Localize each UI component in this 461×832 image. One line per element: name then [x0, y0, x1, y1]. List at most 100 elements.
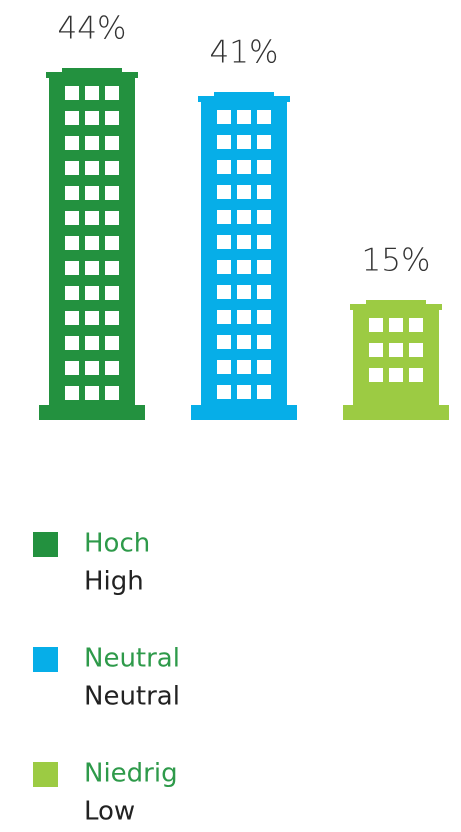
window	[85, 86, 99, 100]
window	[85, 311, 99, 325]
window	[369, 318, 383, 332]
window	[65, 186, 79, 200]
legend-swatch	[33, 762, 58, 787]
window	[65, 286, 79, 300]
window	[105, 211, 119, 225]
window	[217, 210, 231, 224]
window	[65, 311, 79, 325]
window	[257, 385, 271, 399]
window	[85, 336, 99, 350]
legend-translation: High	[84, 567, 144, 597]
window	[105, 361, 119, 375]
window	[409, 368, 423, 382]
window	[217, 285, 231, 299]
window	[257, 260, 271, 274]
window	[257, 335, 271, 349]
legend-swatch	[33, 647, 58, 672]
window	[257, 160, 271, 174]
legend-label: Niedrig	[84, 759, 178, 789]
window	[65, 361, 79, 375]
window	[237, 210, 251, 224]
window	[65, 386, 79, 400]
window	[85, 161, 99, 175]
window	[237, 135, 251, 149]
window	[217, 185, 231, 199]
window	[85, 261, 99, 275]
window	[65, 86, 79, 100]
window	[237, 185, 251, 199]
value-label: 15%	[362, 243, 431, 279]
window	[85, 136, 99, 150]
building-roof	[366, 300, 426, 306]
window	[65, 236, 79, 250]
window	[105, 86, 119, 100]
window	[105, 136, 119, 150]
window	[65, 336, 79, 350]
window	[217, 335, 231, 349]
window	[105, 236, 119, 250]
window	[369, 343, 383, 357]
window	[409, 343, 423, 357]
window	[237, 260, 251, 274]
window	[105, 111, 119, 125]
window	[217, 160, 231, 174]
window	[105, 286, 119, 300]
window	[217, 110, 231, 124]
window	[85, 111, 99, 125]
legend-translation: Low	[84, 797, 135, 827]
window	[257, 110, 271, 124]
building-roof	[214, 92, 274, 98]
building-body	[201, 98, 287, 405]
building-cap	[350, 304, 442, 310]
window	[237, 110, 251, 124]
window	[217, 260, 231, 274]
window	[65, 111, 79, 125]
window	[237, 360, 251, 374]
window	[237, 385, 251, 399]
legend-swatch	[33, 532, 58, 557]
window	[237, 235, 251, 249]
building-base	[343, 405, 449, 420]
legend-label: Hoch	[84, 529, 150, 559]
window	[65, 211, 79, 225]
window	[85, 361, 99, 375]
window	[85, 186, 99, 200]
window	[105, 161, 119, 175]
legend-translation: Neutral	[84, 682, 180, 712]
window	[85, 236, 99, 250]
window	[65, 136, 79, 150]
window	[237, 335, 251, 349]
window	[217, 135, 231, 149]
window	[237, 310, 251, 324]
window	[217, 310, 231, 324]
value-label: 44%	[58, 11, 127, 47]
window	[237, 160, 251, 174]
window	[237, 285, 251, 299]
window	[257, 285, 271, 299]
window	[257, 210, 271, 224]
window	[257, 310, 271, 324]
window	[105, 311, 119, 325]
building-cap	[46, 72, 138, 78]
window	[389, 318, 403, 332]
window	[369, 368, 383, 382]
window	[217, 235, 231, 249]
building-base	[191, 405, 297, 420]
window	[65, 161, 79, 175]
window	[105, 336, 119, 350]
window	[85, 386, 99, 400]
window	[389, 343, 403, 357]
building-bar	[39, 68, 145, 420]
window	[105, 186, 119, 200]
building-roof	[62, 68, 122, 74]
window	[105, 386, 119, 400]
window	[65, 261, 79, 275]
window	[105, 261, 119, 275]
window	[257, 235, 271, 249]
value-label: 41%	[210, 35, 279, 71]
building-bar	[343, 300, 449, 420]
window	[217, 385, 231, 399]
building-base	[39, 405, 145, 420]
